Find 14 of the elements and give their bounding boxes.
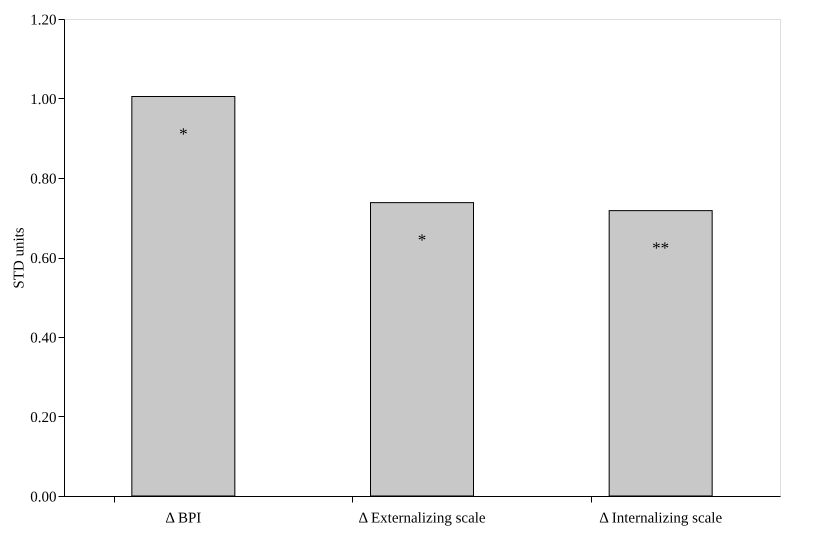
x-tick-label: Δ Externalizing scale [358, 510, 486, 526]
y-tick-label: 0.80 [30, 172, 56, 188]
annotation: ** [652, 238, 670, 258]
x-tick-label: Δ Internalizing scale [599, 510, 722, 526]
y-tick-label: 1.00 [30, 92, 56, 108]
annotation: * [179, 124, 188, 144]
annotation: * [418, 230, 426, 250]
y-axis-title: STD units [11, 227, 28, 289]
y-tick-label: 1.20 [30, 12, 56, 28]
y-tick-label: 0.00 [30, 490, 56, 506]
y-tick-label: 0.40 [30, 330, 56, 346]
y-tick-label: 0.20 [30, 410, 56, 426]
x-tick-label: Δ BPI [165, 510, 202, 526]
y-tick-label: 0.60 [30, 251, 56, 267]
